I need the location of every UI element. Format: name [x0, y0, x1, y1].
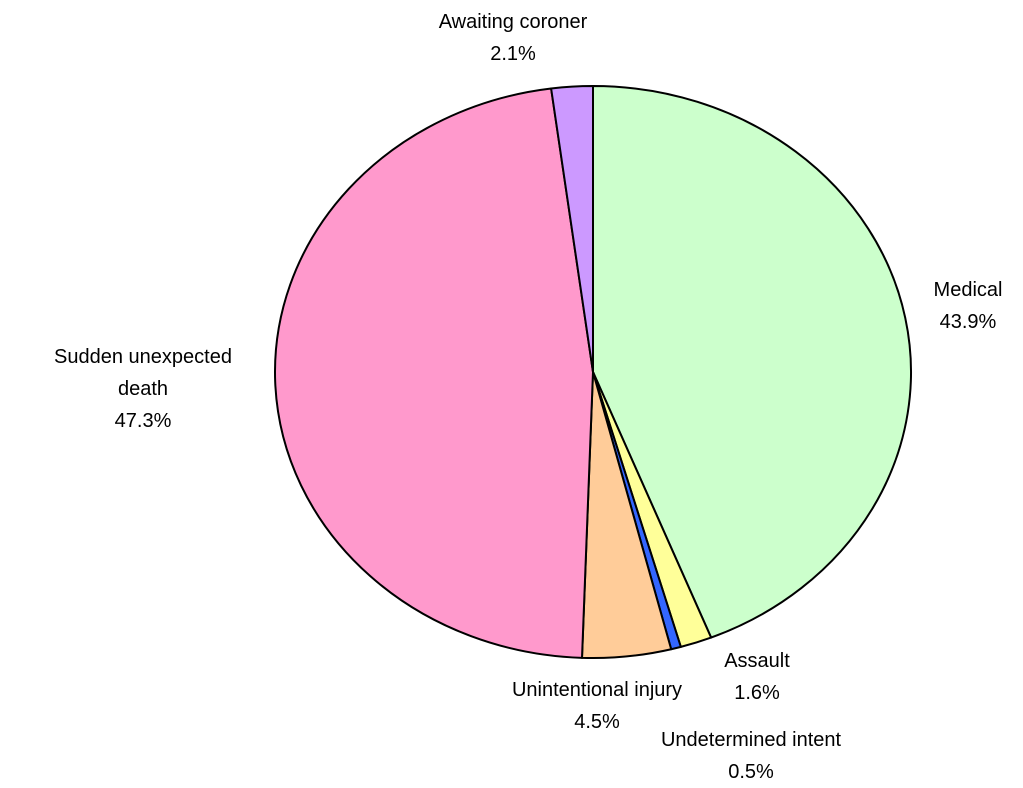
pie-slice	[592, 85, 912, 639]
category-name: Awaiting coroner	[438, 11, 588, 33]
category-name: Unintentional injury	[511, 679, 683, 701]
pie-slice	[550, 85, 594, 373]
value-label: 47.3%	[114, 410, 172, 432]
slice-label: Medical 43.9%	[934, 274, 1003, 338]
value-label: 2.1%	[490, 43, 536, 65]
pie-slice	[274, 87, 594, 659]
category-name: Undetermined intent	[660, 729, 842, 751]
slice-label: Unintentional injury 4.5%	[512, 674, 682, 738]
slice-label: Undetermined intent 0.5%	[661, 724, 841, 788]
category-name: Medical	[933, 279, 1003, 301]
value-label: 4.5%	[574, 711, 620, 733]
slice-label: Sudden unexpected death 47.3%	[43, 341, 243, 437]
value-label: 1.6%	[734, 682, 780, 704]
slice-label: Awaiting coroner 2.1%	[439, 6, 588, 70]
category-name: Sudden unexpected death	[54, 346, 232, 400]
value-label: 0.5%	[728, 761, 774, 783]
value-label: 43.9%	[939, 311, 997, 333]
category-name: Assault	[724, 650, 790, 672]
slice-label: Assault 1.6%	[724, 645, 790, 709]
